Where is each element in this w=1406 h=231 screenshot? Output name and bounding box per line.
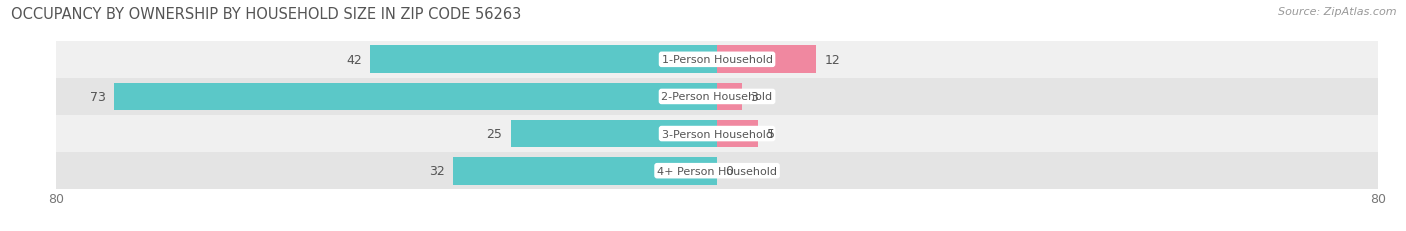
Bar bbox=[56, 116, 1378, 152]
Text: OCCUPANCY BY OWNERSHIP BY HOUSEHOLD SIZE IN ZIP CODE 56263: OCCUPANCY BY OWNERSHIP BY HOUSEHOLD SIZE… bbox=[11, 7, 522, 22]
Bar bbox=[114, 83, 717, 111]
Text: 5: 5 bbox=[766, 128, 775, 140]
Bar bbox=[453, 157, 717, 185]
Bar bbox=[717, 120, 758, 148]
Text: 4+ Person Household: 4+ Person Household bbox=[657, 166, 778, 176]
Text: 25: 25 bbox=[486, 128, 502, 140]
Bar bbox=[56, 42, 1378, 79]
Text: 12: 12 bbox=[824, 54, 841, 67]
Bar bbox=[370, 46, 717, 74]
Text: Source: ZipAtlas.com: Source: ZipAtlas.com bbox=[1278, 7, 1396, 17]
Text: 1-Person Household: 1-Person Household bbox=[662, 55, 772, 65]
Bar bbox=[717, 83, 742, 111]
Text: 42: 42 bbox=[346, 54, 361, 67]
Text: 0: 0 bbox=[725, 164, 734, 177]
Bar bbox=[717, 46, 815, 74]
Bar bbox=[510, 120, 717, 148]
Bar bbox=[56, 152, 1378, 189]
Text: 32: 32 bbox=[429, 164, 444, 177]
Text: 73: 73 bbox=[90, 91, 105, 103]
Bar bbox=[56, 79, 1378, 116]
Text: 2-Person Household: 2-Person Household bbox=[661, 92, 773, 102]
Text: 3: 3 bbox=[751, 91, 758, 103]
Text: 3-Person Household: 3-Person Household bbox=[662, 129, 772, 139]
